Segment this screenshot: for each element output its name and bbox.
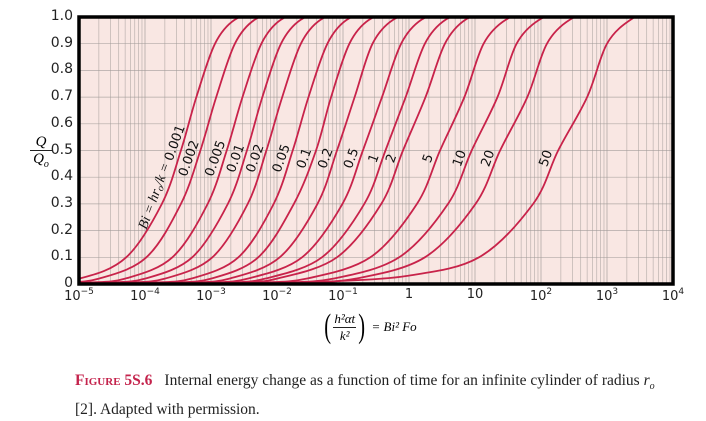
x-tick-exponent: −2 — [278, 287, 292, 297]
x-tick-base: 10 — [595, 289, 613, 304]
caption-text-a: Internal energy change as a function of … — [164, 372, 644, 389]
x-tick-base: 1 — [404, 287, 414, 302]
x-tick-base: 10 — [196, 289, 213, 304]
x-tick-label: 10−4 — [130, 287, 160, 304]
x-tick-exponent: −4 — [146, 287, 160, 297]
x-tick-label: 10 — [467, 287, 484, 302]
caption-variable: ro — [643, 372, 655, 393]
curve-bi-0.01 — [79, 17, 401, 284]
x-label-rhs: = Bi² Fo — [371, 319, 417, 334]
x-tick-label: 10−3 — [196, 287, 226, 304]
caption-var-text: r — [643, 372, 650, 389]
caption-text-b: [2]. Adapted with permission. — [75, 401, 260, 419]
x-tick-base: 10 — [262, 289, 279, 304]
figure-label: Figure 5S.6 — [75, 372, 153, 389]
curve-bi-0.1 — [112, 17, 470, 284]
curve-bi-0.005 — [79, 17, 381, 284]
left-paren: ( — [324, 308, 332, 345]
x-tick-exponent: 2 — [546, 287, 553, 297]
y-tick-label: 0.4 — [50, 168, 73, 185]
x-tick-base: 10 — [130, 289, 147, 304]
right-paren: ) — [358, 308, 366, 345]
y-tick-label: 0.5 — [50, 141, 73, 158]
y-axis-label: Q Qo — [30, 135, 52, 173]
x-tick-label: 1 — [405, 287, 413, 302]
x-label-denominator: k² — [339, 327, 350, 343]
curve-label-bi-20: 20 — [479, 148, 499, 169]
caption-var-sub: o — [649, 381, 655, 393]
curve-label-bi-50: 50 — [537, 148, 557, 169]
x-label-numerator: h²αt — [333, 310, 357, 328]
y-tick-label: 0.9 — [50, 34, 73, 51]
curve-label-bi-0.5: 0.5 — [341, 146, 362, 171]
x-axis-label: ( h²αt k² ) = Bi² Fo — [322, 308, 417, 345]
curve-bi-0.02 — [79, 17, 421, 284]
y-label-den-text: Q — [33, 151, 44, 167]
figure-caption: Figure 5S.6 Internal energy change as a f… — [75, 369, 655, 421]
y-tick-label: 0.2 — [50, 221, 73, 238]
x-tick-label: 10−2 — [262, 287, 292, 304]
y-tick-label: 0 — [64, 275, 73, 291]
x-label-fraction: h²αt k² — [333, 310, 357, 344]
curve-bi-0.05 — [92, 17, 447, 284]
y-tick-label: 1.0 — [50, 8, 73, 24]
curve-bi-1 — [166, 17, 546, 284]
x-tick-base: 10 — [466, 287, 484, 302]
y-tick-label: 0.1 — [50, 248, 73, 265]
y-label-numerator: Q — [30, 135, 52, 151]
x-tick-base: 10 — [661, 289, 679, 304]
plot-frame — [77, 15, 675, 286]
x-tick-base: 10 — [529, 289, 547, 304]
y-label-den-sub: o — [43, 159, 49, 170]
x-tick-exponent: −5 — [80, 287, 94, 297]
y-tick-label: 0.3 — [50, 194, 73, 211]
y-label-denominator: Qo — [30, 151, 52, 173]
x-tick-label: 104 — [662, 287, 684, 304]
curve-label-bi-10: 10 — [450, 148, 470, 169]
x-tick-label: 10−5 — [64, 287, 94, 304]
x-tick-base: 10 — [328, 289, 345, 304]
curve-label-bi-0.2: 0.2 — [315, 146, 336, 171]
x-tick-base: 10 — [64, 289, 81, 304]
x-tick-exponent: 3 — [612, 287, 619, 297]
curve-bi-0.002 — [79, 17, 355, 283]
x-tick-label: 10−1 — [328, 287, 358, 304]
x-tick-exponent: −3 — [212, 287, 226, 297]
x-tick-label: 103 — [596, 287, 618, 304]
x-tick-label: 102 — [530, 287, 552, 304]
curve-bi-0.2 — [131, 17, 495, 284]
x-tick-exponent: 4 — [678, 287, 685, 297]
label-prefix-sub: o — [155, 184, 167, 192]
curve-label-bi-0.1: 0.1 — [294, 146, 315, 171]
y-tick-label: 0.7 — [50, 88, 73, 105]
curve-bi-0.5 — [149, 17, 522, 284]
y-tick-label: 0.8 — [50, 61, 73, 78]
y-tick-label: 0.6 — [50, 114, 73, 131]
curve-bi-0.001 — [79, 17, 335, 280]
x-tick-exponent: −1 — [344, 287, 358, 297]
